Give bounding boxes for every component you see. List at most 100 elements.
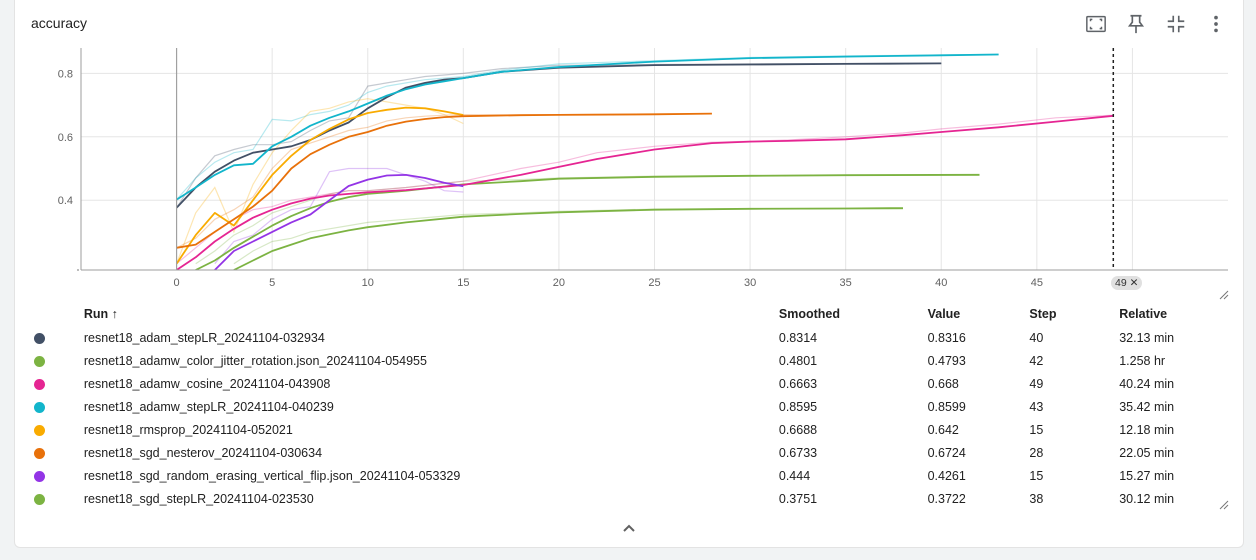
run-name: resnet18_sgd_stepLR_20241104-023530 <box>83 491 314 506</box>
run-color-dot <box>34 493 45 505</box>
runs-table-body: resnet18_adam_stepLR_20241104-032934 0.83… <box>29 326 1243 510</box>
smoothed-series-line-5 <box>176 112 712 249</box>
expand-button[interactable] <box>619 518 639 538</box>
x-tick-label: 25 <box>648 277 660 289</box>
run-column-header[interactable]: Run ↑ <box>83 307 118 321</box>
raw-value: 0.4793 <box>927 353 966 368</box>
raw-value: 0.668 <box>927 376 959 391</box>
smoothed-value: 0.6688 <box>778 422 818 437</box>
hover-step-badge: 49 ✕ <box>1111 276 1143 290</box>
x-tick-label: 10 <box>362 277 374 289</box>
table-row[interactable]: resnet18_sgd_random_erasing_vertical_fli… <box>29 464 1243 487</box>
table-row[interactable]: resnet18_adamw_color_jitter_rotation.jso… <box>29 349 1243 372</box>
chart-grid <box>81 48 1228 270</box>
smoothed-column-header[interactable]: Smoothed <box>778 307 840 321</box>
relative-time: 40.24 min <box>1119 376 1175 391</box>
run-color-cell <box>29 487 84 510</box>
y-tick-label: 0.8 <box>58 68 73 80</box>
table-resize-handle-icon[interactable] <box>1219 500 1229 510</box>
x-tick-label: 20 <box>553 277 565 289</box>
raw-series-line-1 <box>195 174 980 265</box>
run-name: resnet18_adamw_cosine_20241104-043908 <box>83 376 331 391</box>
run-color-dot <box>34 332 45 344</box>
relative-time: 30.12 min <box>1119 491 1175 506</box>
relative-time: 35.42 min <box>1119 399 1175 414</box>
run-color-cell <box>29 418 84 441</box>
x-tick-label: 40 <box>935 277 947 289</box>
smoothed-value: 0.3751 <box>778 491 818 506</box>
relative-time: 1.258 hr <box>1119 353 1166 368</box>
more-vert-icon <box>1214 15 1218 33</box>
raw-value: 0.6724 <box>927 445 966 460</box>
relative-time: 15.27 min <box>1119 468 1175 483</box>
run-color-cell <box>29 441 84 464</box>
run-name: resnet18_adamw_stepLR_20241104-040239 <box>83 399 334 414</box>
run-color-cell <box>29 464 84 487</box>
step-value: 42 <box>1029 353 1044 368</box>
run-color-cell <box>29 395 84 418</box>
y-tick-label: 0.4 <box>58 195 73 207</box>
smoothed-series-line-4 <box>175 106 464 265</box>
smoothed-series-line-0 <box>175 62 942 209</box>
more-options-button[interactable] <box>1199 10 1233 38</box>
chart-resize-handle-icon[interactable] <box>1219 290 1229 300</box>
runs-table-header: Run ↑ Smoothed Value Step Relative <box>29 302 1243 326</box>
step-value: 28 <box>1029 445 1044 460</box>
collapse-button[interactable] <box>1159 10 1193 38</box>
run-color-dot <box>34 355 45 367</box>
step-value: 15 <box>1029 468 1044 483</box>
run-color-cell <box>29 372 84 395</box>
x-tick-label: 0 <box>174 277 180 289</box>
pin-icon <box>1127 14 1145 34</box>
hover-close-icon[interactable]: ✕ <box>1129 277 1139 289</box>
run-name: resnet18_sgd_random_erasing_vertical_fli… <box>83 468 461 483</box>
table-row[interactable]: resnet18_rmsprop_20241104-052021 0.6688 0.… <box>29 418 1243 441</box>
runs-table: Run ↑ Smoothed Value Step Relative resne… <box>29 302 1243 510</box>
collapse-icon <box>1167 15 1185 33</box>
card-title: accuracy <box>31 15 88 31</box>
run-name: resnet18_adam_stepLR_20241104-032934 <box>83 330 325 345</box>
raw-series-line-2 <box>176 114 1114 265</box>
hover-step-label: 49 <box>1115 277 1127 289</box>
pin-button[interactable] <box>1119 10 1153 38</box>
table-row[interactable]: resnet18_adam_stepLR_20241104-032934 0.83… <box>29 326 1243 349</box>
accuracy-chart[interactable]: 0.40.60.805101520253035404550 <box>15 40 1245 302</box>
smoothed-value: 0.6663 <box>778 376 818 391</box>
smoothed-series-lines <box>175 53 1114 270</box>
value-column-header[interactable]: Value <box>927 307 961 321</box>
table-row[interactable]: resnet18_sgd_nesterov_20241104-030634 0.6… <box>29 441 1243 464</box>
raw-value: 0.8599 <box>927 399 966 414</box>
x-tick-label: 45 <box>1031 277 1043 289</box>
step-value: 38 <box>1029 491 1044 506</box>
chart-axes: 0.40.60.805101520253035404550 <box>58 48 1228 289</box>
run-name: resnet18_rmsprop_20241104-052021 <box>83 422 293 437</box>
fit-to-screen-button[interactable] <box>1079 10 1113 38</box>
raw-series-line-7 <box>233 207 904 265</box>
run-color-cell <box>29 326 84 349</box>
raw-value: 0.4261 <box>927 468 966 483</box>
y-tick-label: 0.6 <box>58 132 73 144</box>
relative-time: 22.05 min <box>1119 445 1175 460</box>
relative-time: 12.18 min <box>1119 422 1175 437</box>
x-tick-label: 30 <box>744 277 756 289</box>
step-column-header[interactable]: Step <box>1029 307 1057 321</box>
smoothed-series-line-3 <box>176 53 999 201</box>
run-name: resnet18_adamw_color_jitter_rotation.jso… <box>83 353 427 368</box>
smoothed-series-line-7 <box>233 207 904 270</box>
raw-value: 0.642 <box>927 422 959 437</box>
chevron-up-icon <box>623 524 635 532</box>
relative-column-header[interactable]: Relative <box>1119 307 1168 321</box>
x-tick-label: 5 <box>269 277 275 289</box>
raw-series-line-5 <box>176 113 712 249</box>
run-color-dot <box>34 401 45 413</box>
run-color-dot <box>34 470 45 482</box>
run-color-cell <box>29 349 84 372</box>
table-row[interactable]: resnet18_sgd_stepLR_20241104-023530 0.375… <box>29 487 1243 510</box>
raw-series-lines <box>176 53 1114 265</box>
color-column-header <box>29 302 84 326</box>
table-row[interactable]: resnet18_adamw_stepLR_20241104-040239 0.8… <box>29 395 1243 418</box>
step-value: 43 <box>1029 399 1044 414</box>
smoothed-value: 0.8314 <box>778 330 818 345</box>
card-toolbar <box>1079 10 1233 38</box>
table-row[interactable]: resnet18_adamw_cosine_20241104-043908 0.6… <box>29 372 1243 395</box>
